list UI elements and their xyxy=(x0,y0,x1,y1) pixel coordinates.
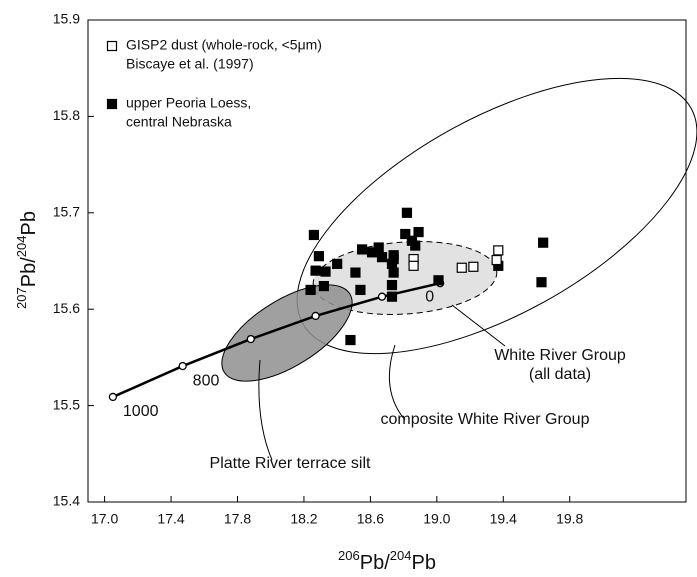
y-axis-label-part: 204 xyxy=(14,236,29,258)
legend-label: GISP2 dust (whole-rock, <5μm) xyxy=(126,37,322,53)
point xyxy=(373,242,384,253)
annotation: White River Group xyxy=(494,347,626,364)
y-tick-label: 15.8 xyxy=(53,107,80,123)
leader-line xyxy=(451,304,506,347)
y-axis-label-part: Pb/ xyxy=(18,257,40,287)
y-tick-label: 15.5 xyxy=(53,396,80,412)
legend-marker xyxy=(106,98,118,110)
x-axis-label-part: 204 xyxy=(390,548,412,563)
point xyxy=(410,240,421,251)
point xyxy=(332,258,343,269)
y-axis-label-part: 207 xyxy=(14,287,29,309)
point xyxy=(386,291,398,302)
leader-line xyxy=(258,359,273,461)
point xyxy=(401,207,413,218)
point xyxy=(376,252,388,263)
x-tick-label: 17.4 xyxy=(157,511,184,527)
point xyxy=(538,237,549,248)
y-tick-label: 15.4 xyxy=(53,493,80,509)
x-tick-label: 19.8 xyxy=(556,511,583,527)
curve-point xyxy=(246,334,255,344)
x-tick-label: 18.2 xyxy=(290,511,317,527)
plot-frame xyxy=(87,19,687,503)
point xyxy=(308,229,320,241)
point xyxy=(413,226,424,238)
point xyxy=(305,284,316,296)
legend-label: upper Peoria Loess, xyxy=(126,95,251,111)
y-tick-label: 15.6 xyxy=(53,300,80,316)
white-river-region xyxy=(312,241,498,315)
point xyxy=(491,254,502,266)
point xyxy=(320,266,331,277)
legend-label: central Nebraska xyxy=(126,114,232,130)
point xyxy=(388,253,399,265)
curve-label: 1000 xyxy=(123,403,159,420)
legend-label: Biscaye et al. (1997) xyxy=(126,56,254,72)
point xyxy=(345,334,356,346)
x-tick-label: 19.4 xyxy=(490,511,517,527)
point xyxy=(350,267,361,278)
y-axis-label: 207Pb/204Pb xyxy=(14,211,40,309)
curve-point xyxy=(108,392,118,402)
x-axis-label-part: 206 xyxy=(338,548,360,563)
point xyxy=(456,262,467,273)
point xyxy=(468,261,479,272)
annotation: Platte River terrace silt xyxy=(210,455,371,472)
legend-marker xyxy=(106,40,118,52)
annotation: composite White River Group xyxy=(381,411,590,428)
curve-label: 0 xyxy=(425,288,434,305)
x-axis-label-part: Pb/ xyxy=(360,552,390,574)
curve-point xyxy=(178,361,187,371)
point xyxy=(433,275,444,286)
platte-region xyxy=(221,284,353,382)
point xyxy=(313,251,324,262)
point xyxy=(310,265,321,276)
x-tick-label: 17.8 xyxy=(224,511,251,527)
point xyxy=(318,280,329,292)
point xyxy=(386,280,398,291)
curve-label: 800 xyxy=(193,372,220,389)
y-tick-label: 15.7 xyxy=(53,204,80,220)
y-axis-label-part: Pb xyxy=(18,211,40,235)
composite-region xyxy=(296,77,697,355)
point xyxy=(388,267,399,278)
leader-line xyxy=(388,344,406,421)
point xyxy=(536,277,547,288)
point xyxy=(355,284,366,296)
x-tick-label: 19.0 xyxy=(423,511,450,527)
x-axis-label: 206Pb/204Pb xyxy=(338,548,436,574)
x-tick-label: 17.0 xyxy=(91,511,118,527)
curve-point xyxy=(311,311,320,321)
point xyxy=(356,244,368,255)
annotation: (all data) xyxy=(529,366,591,383)
point xyxy=(493,245,504,256)
y-tick-label: 15.9 xyxy=(53,11,80,27)
curve-point xyxy=(377,292,387,301)
point xyxy=(408,260,419,271)
x-tick-label: 18.6 xyxy=(357,511,384,527)
point xyxy=(400,228,411,240)
x-axis-label-part: Pb xyxy=(411,552,435,574)
